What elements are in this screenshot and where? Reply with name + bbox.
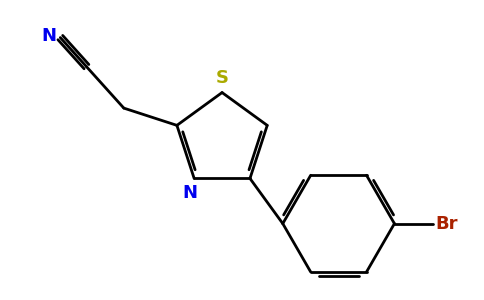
Text: N: N bbox=[41, 27, 56, 45]
Text: S: S bbox=[215, 69, 228, 87]
Text: Br: Br bbox=[436, 214, 458, 232]
Text: N: N bbox=[182, 184, 197, 202]
